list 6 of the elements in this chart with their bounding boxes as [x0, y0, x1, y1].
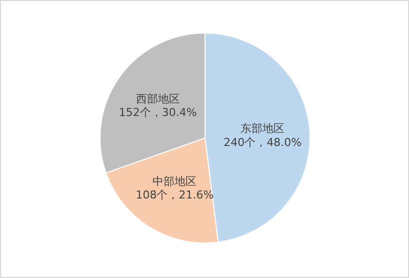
data-label: 152个，30.4% [118, 106, 197, 120]
data-label: 240个，48.0% [224, 136, 302, 149]
slice-label: 西部地区 [136, 92, 180, 106]
data-label: 108个，21.6% [136, 188, 214, 202]
slice-label: 中部地区 [152, 174, 197, 188]
slice-label: 东部地区 [240, 122, 285, 136]
